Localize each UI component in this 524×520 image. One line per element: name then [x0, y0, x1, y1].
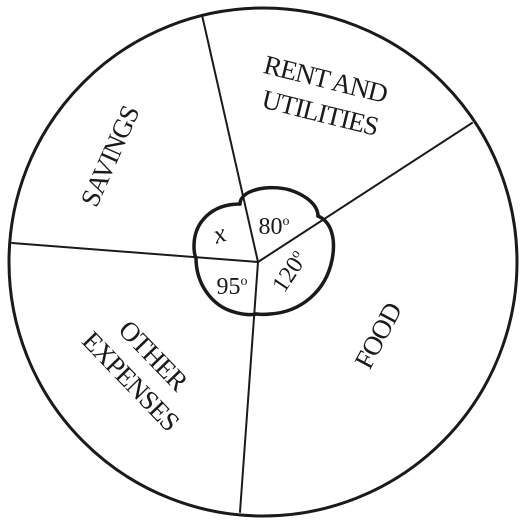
angle-arc-x [192, 202, 242, 260]
angle-arc-80 [238, 185, 320, 218]
angle-label-95: 95o [217, 274, 248, 300]
degree-mark-80: o [283, 214, 290, 229]
angle-label-80: 80o [259, 214, 290, 240]
angle-arc-95 [194, 256, 258, 317]
divider-other-savings [11, 242, 259, 263]
divider-rent-food [257, 122, 473, 263]
angle-value-95: 95 [217, 274, 241, 300]
angle-value-80: 80 [259, 214, 283, 240]
divider-food-other [239, 261, 259, 513]
degree-mark-95: o [241, 274, 248, 289]
pie-outline [7, 6, 519, 518]
angle-arc-120 [254, 214, 336, 317]
divider-savings-rent [201, 14, 259, 263]
